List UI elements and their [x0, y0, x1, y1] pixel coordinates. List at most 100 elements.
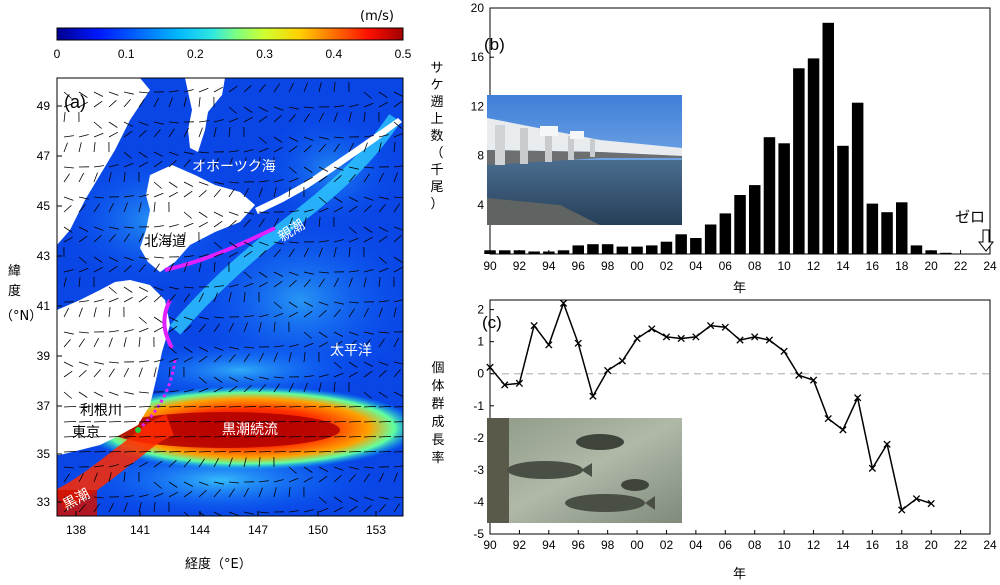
velocity-arrow [213, 436, 227, 438]
map-y-tick-label: 43 [37, 249, 51, 263]
velocity-arrow [258, 406, 272, 408]
velocity-arrow [123, 162, 134, 168]
velocity-arrow [168, 160, 177, 168]
velocity-arrow [63, 421, 77, 423]
velocity-arrow [153, 121, 164, 125]
velocity-arrow [213, 406, 227, 408]
velocity-arrow [63, 112, 66, 123]
bar [837, 145, 849, 254]
velocity-arrow [318, 196, 327, 204]
velocity-arrow [93, 172, 98, 183]
velocity-arrow [153, 151, 164, 157]
velocity-arrow [63, 135, 74, 138]
map-x-tick-label: 153 [366, 523, 386, 537]
data-point-marker [736, 336, 744, 344]
velocity-arrow [78, 504, 86, 513]
velocity-arrow [198, 451, 212, 453]
velocity-arrow [258, 376, 269, 380]
velocity-arrow [198, 324, 206, 333]
velocity-arrow [63, 436, 77, 438]
panel-c-label: (c) [482, 313, 502, 332]
velocity-arrow [273, 271, 284, 277]
panel-b-x-tick-label: 08 [748, 259, 762, 273]
velocity-arrow [123, 462, 134, 468]
velocity-arrow [108, 406, 122, 408]
panel-b-x-tick-label: 14 [836, 259, 850, 273]
panel-c-x-tick-label: 24 [983, 538, 997, 552]
velocity-arrow [78, 307, 83, 318]
velocity-arrow [108, 391, 119, 396]
data-point-marker [501, 381, 509, 389]
velocity-arrow [333, 247, 337, 258]
velocity-arrow [363, 496, 374, 501]
velocity-arrow [318, 217, 321, 228]
velocity-arrow [63, 451, 77, 453]
velocity-arrow [393, 91, 403, 97]
velocity-arrow [378, 142, 382, 153]
velocity-arrow [228, 150, 239, 153]
velocity-arrow [333, 421, 347, 423]
velocity-arrow [123, 172, 126, 183]
velocity-arrow [258, 180, 269, 183]
velocity-arrow [138, 121, 149, 126]
velocity-arrow [123, 130, 133, 138]
velocity-arrow [153, 192, 164, 198]
velocity-arrow [393, 472, 398, 483]
velocity-arrow [78, 406, 92, 408]
velocity-arrow [348, 237, 359, 243]
velocity-arrow [348, 142, 354, 153]
velocity-arrow [123, 202, 128, 213]
velocity-arrow [393, 142, 396, 153]
panel-b-x-tick-label: 16 [866, 259, 880, 273]
data-point-marker [603, 366, 612, 375]
velocity-arrow [138, 264, 146, 273]
velocity-arrow [108, 368, 115, 378]
velocity-arrow [138, 286, 149, 292]
velocity-arrow [198, 421, 212, 423]
velocity-arrow [228, 241, 238, 248]
velocity-arrow [153, 129, 161, 138]
velocity-arrow [393, 421, 403, 423]
velocity-arrow [198, 406, 212, 408]
velocity-arrow [258, 218, 265, 228]
velocity-arrow [183, 222, 194, 228]
velocity-arrow [258, 211, 269, 214]
data-point-marker [515, 379, 524, 388]
velocity-arrow [123, 495, 134, 498]
velocity-arrow [228, 220, 237, 228]
colorbar-unit: (m/s) [360, 9, 394, 24]
velocity-arrow [348, 196, 359, 202]
velocity-arrow [288, 477, 299, 483]
velocity-arrow [183, 127, 189, 138]
velocity-arrow [318, 341, 328, 348]
velocity-arrow [168, 294, 176, 303]
velocity-arrow [63, 466, 74, 469]
velocity-arrow [228, 406, 242, 408]
velocity-arrow [243, 211, 254, 215]
data-point-marker [824, 414, 832, 423]
velocity-arrow [393, 369, 401, 378]
panel-b-y-tick-label: 20 [471, 1, 485, 15]
velocity-arrow [318, 271, 329, 274]
velocity-arrow [168, 367, 171, 378]
velocity-arrow [243, 353, 250, 363]
colorbar-tick-label: 0 [54, 47, 61, 61]
bar [719, 213, 732, 254]
velocity-arrow [108, 226, 119, 230]
velocity-arrow [93, 337, 99, 348]
panel-c-y-tick-label: 1 [477, 335, 484, 349]
data-point-marker [898, 506, 906, 514]
velocity-arrow [153, 97, 159, 108]
velocity-arrow [333, 136, 344, 139]
panel-b-x-tick-label: 24 [983, 259, 997, 273]
velocity-arrow [153, 359, 164, 363]
velocity-arrow [333, 82, 336, 93]
velocity-arrow [78, 370, 87, 378]
velocity-arrow [153, 481, 162, 489]
panel-b-x-tick-label: 18 [895, 259, 909, 273]
velocity-arrow [258, 421, 272, 423]
velocity-arrow [303, 421, 317, 423]
panel-b: 90 92 94 96 98 00 02 04 06 08 10 12 14 16 18 20 22 24 4 8 12… [430, 1, 997, 296]
velocity-arrow [243, 157, 247, 168]
velocity-arrow [333, 372, 344, 378]
